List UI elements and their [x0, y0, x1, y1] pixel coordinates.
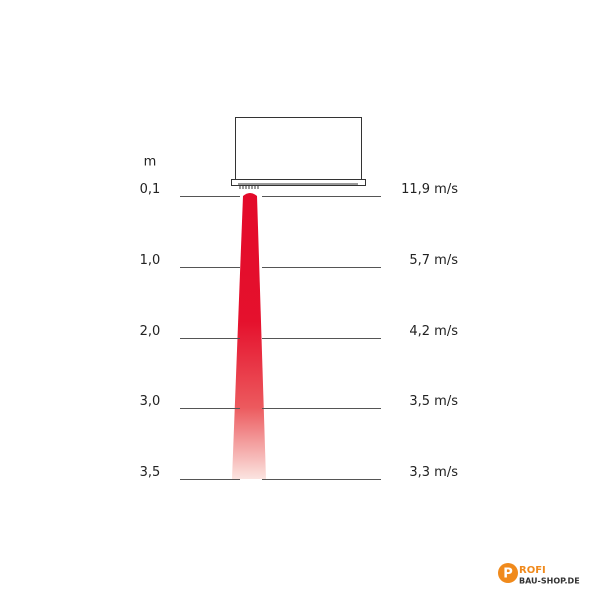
velocity-label: 4,2 m/s	[409, 324, 458, 339]
unit-label: m	[144, 155, 157, 170]
distance-label: 3,0	[140, 394, 161, 409]
logo: P ROFI BAU-SHOP.DE	[498, 563, 580, 586]
velocity-label: 3,3 m/s	[409, 465, 458, 480]
logo-name: ROFI	[519, 565, 546, 576]
logo-mark: P	[503, 567, 513, 582]
air-beam	[232, 193, 266, 479]
logo-domain: BAU-SHOP.DE	[519, 577, 580, 586]
rows: 0,1 11,9 m/s 1,0 5,7 m/s 2,0 4,2 m/s 3,0 3,5 m/…	[140, 182, 458, 480]
heater-device	[231, 117, 366, 189]
distance-label: 1,0	[140, 253, 161, 268]
distance-label: 0,1	[140, 182, 161, 197]
distance-label: 2,0	[140, 324, 161, 339]
velocity-label: 5,7 m/s	[409, 253, 458, 268]
distance-label: 3,5	[140, 465, 161, 480]
velocity-label: 11,9 m/s	[401, 182, 458, 197]
velocity-label: 3,5 m/s	[409, 394, 458, 409]
